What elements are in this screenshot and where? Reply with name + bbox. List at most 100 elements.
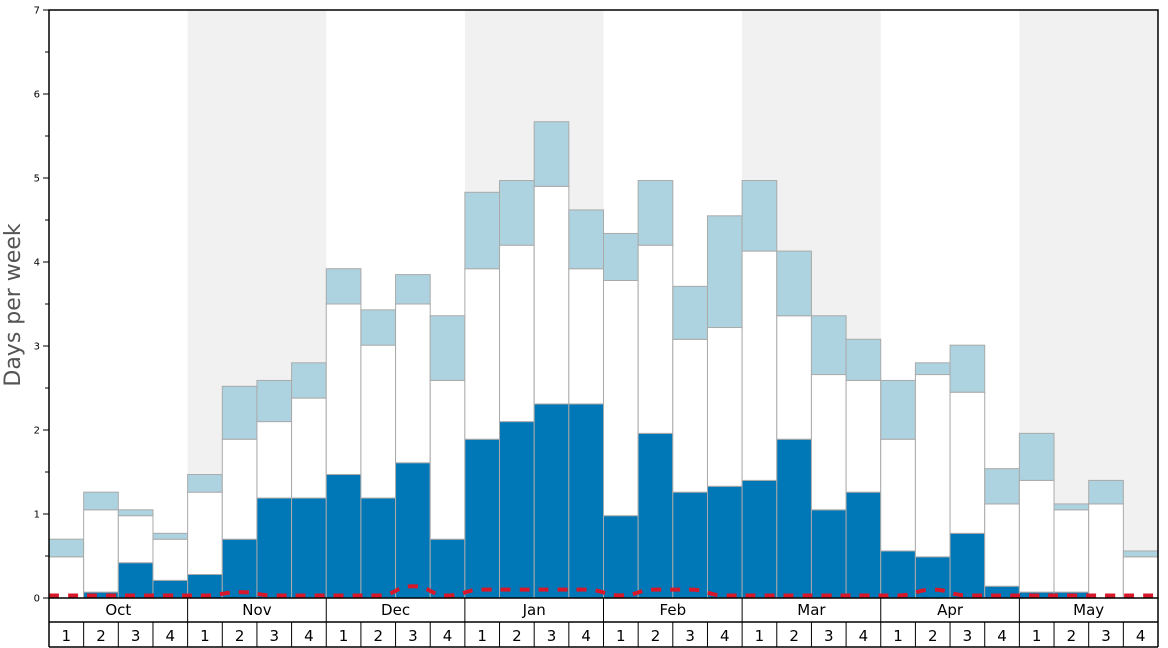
- bar-middle-0: [48, 556, 85, 599]
- bar-top-30: [1088, 479, 1124, 505]
- month-label-oct: Oct: [105, 601, 131, 619]
- y-tick-label-4: 4: [34, 258, 40, 269]
- bar-top-23: [845, 338, 882, 381]
- bar-top-25: [914, 362, 951, 376]
- axis-layer: [43, 9, 1159, 648]
- bar-top-21: [776, 250, 812, 317]
- week-label-19: 4: [720, 627, 730, 645]
- bar-middle-29: [1053, 509, 1090, 593]
- month-label-apr: Apr: [937, 601, 964, 619]
- week-label-11: 4: [443, 627, 453, 645]
- month-label-mar: Mar: [797, 601, 826, 619]
- bar-bottom-24: [880, 550, 916, 599]
- bar-middle-27: [984, 503, 1020, 587]
- bar-top-28: [1018, 432, 1055, 481]
- week-label-9: 2: [373, 627, 383, 645]
- bar-bottom-5: [221, 538, 258, 599]
- bar-top-24: [880, 379, 916, 440]
- bar-middle-12: [464, 268, 501, 440]
- bar-bottom-19: [706, 485, 743, 599]
- bar-bottom-13: [499, 421, 535, 599]
- y-tick-label-5: 5: [34, 174, 40, 185]
- bar-top-11: [429, 315, 466, 381]
- week-label-26: 3: [963, 627, 973, 645]
- bar-bottom-15: [568, 403, 604, 599]
- bars-layer: [48, 121, 1159, 599]
- bar-middle-31: [1122, 556, 1159, 599]
- week-label-7: 4: [304, 627, 314, 645]
- month-label-may: May: [1073, 601, 1104, 619]
- bar-bottom-10: [395, 462, 431, 599]
- bar-bottom-7: [291, 497, 327, 599]
- bar-middle-26: [949, 391, 986, 534]
- month-label-feb: Feb: [660, 601, 687, 619]
- bar-middle-14: [533, 185, 570, 405]
- bar-bottom-20: [741, 479, 778, 599]
- bar-middle-30: [1088, 503, 1124, 599]
- bar-middle-1: [83, 509, 119, 593]
- bar-top-26: [949, 344, 986, 393]
- y-tick-label-2: 2: [34, 426, 40, 437]
- week-label-4: 1: [200, 627, 210, 645]
- bar-top-20: [741, 180, 778, 252]
- bar-top-13: [499, 180, 535, 246]
- month-label-jan: Jan: [522, 601, 546, 619]
- week-label-31: 4: [1136, 627, 1146, 645]
- bar-top-10: [395, 274, 431, 305]
- week-label-1: 2: [96, 627, 106, 645]
- week-label-10: 3: [408, 627, 418, 645]
- week-label-28: 1: [1032, 627, 1042, 645]
- bar-middle-15: [568, 268, 604, 405]
- week-label-16: 1: [616, 627, 626, 645]
- bar-top-6: [256, 379, 293, 423]
- week-label-3: 4: [166, 627, 176, 645]
- week-label-15: 4: [581, 627, 591, 645]
- bar-top-16: [603, 232, 639, 281]
- bar-middle-21: [776, 315, 812, 440]
- week-label-18: 3: [685, 627, 695, 645]
- bar-middle-4: [187, 491, 223, 575]
- bar-bottom-22: [810, 509, 847, 599]
- dashed-line-series: [48, 584, 1158, 598]
- week-label-30: 3: [1101, 627, 1111, 645]
- y-tick-label-7: 7: [34, 6, 40, 17]
- bar-middle-11: [429, 379, 466, 540]
- y-axis-label: Days per week: [1, 223, 26, 386]
- bar-bottom-2: [117, 562, 154, 599]
- bar-middle-24: [880, 438, 916, 552]
- y-tick-label-6: 6: [34, 90, 40, 101]
- bar-top-15: [568, 209, 604, 270]
- y-tick-label-0: 0: [34, 594, 40, 605]
- bar-bottom-6: [256, 497, 293, 599]
- week-label-8: 1: [339, 627, 349, 645]
- bar-top-3: [152, 532, 189, 540]
- bar-top-27: [984, 468, 1020, 505]
- bar-top-2: [117, 509, 154, 517]
- week-label-27: 4: [997, 627, 1007, 645]
- bar-middle-6: [256, 421, 293, 499]
- bar-middle-19: [706, 327, 743, 487]
- bar-middle-20: [741, 250, 778, 481]
- bar-middle-5: [221, 438, 258, 540]
- bar-middle-18: [672, 338, 708, 493]
- bar-bottom-8: [325, 474, 362, 599]
- week-label-0: 1: [62, 627, 72, 645]
- week-label-24: 1: [893, 627, 903, 645]
- week-label-25: 2: [928, 627, 938, 645]
- bar-top-0: [48, 538, 85, 558]
- week-label-21: 2: [789, 627, 799, 645]
- bar-bottom-23: [845, 491, 882, 599]
- bar-bottom-14: [533, 403, 570, 599]
- bar-top-9: [360, 309, 397, 346]
- week-label-6: 3: [269, 627, 279, 645]
- week-label-14: 3: [547, 627, 557, 645]
- y-tick-label-1: 1: [34, 510, 40, 521]
- bar-middle-7: [291, 397, 327, 499]
- week-label-23: 4: [859, 627, 869, 645]
- bar-top-5: [221, 385, 258, 440]
- bar-middle-9: [360, 344, 397, 499]
- bar-top-17: [637, 180, 674, 246]
- week-label-29: 2: [1067, 627, 1077, 645]
